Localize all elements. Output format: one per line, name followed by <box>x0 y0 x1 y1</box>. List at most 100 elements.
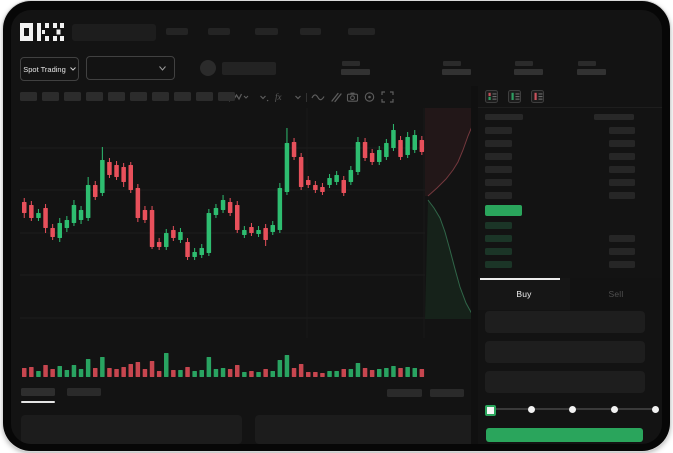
ask-price-placeholder <box>485 192 512 199</box>
stat-label-placeholder <box>443 61 461 66</box>
bid-row[interactable] <box>485 235 662 242</box>
pair-selector-dropdown[interactable] <box>86 56 175 80</box>
timeframe-button[interactable] <box>64 92 81 101</box>
wave-icon[interactable] <box>311 91 325 103</box>
timeframe-button[interactable] <box>152 92 169 101</box>
slider-stop[interactable] <box>610 406 618 413</box>
ask-row[interactable] <box>485 179 662 186</box>
timeframe-button[interactable] <box>86 92 103 101</box>
ask-price-placeholder <box>485 166 512 173</box>
orderbook-header-amount <box>594 114 634 120</box>
stat-value-placeholder <box>577 69 606 75</box>
ask-row[interactable] <box>485 127 662 134</box>
fx-icon[interactable]: fx <box>274 91 288 103</box>
ask-row[interactable] <box>485 166 662 173</box>
stat-label-placeholder <box>515 61 533 66</box>
indicator-icon[interactable] <box>233 91 249 103</box>
book-combined-icon[interactable] <box>485 90 498 103</box>
slider-handle[interactable] <box>485 404 496 416</box>
nav-item[interactable] <box>300 28 321 35</box>
fullscreen-icon[interactable] <box>381 91 394 103</box>
ask-amount-placeholder <box>609 166 635 173</box>
stat-value-placeholder <box>442 69 471 75</box>
bid-row[interactable] <box>485 248 662 255</box>
draw-icon[interactable] <box>329 91 342 103</box>
active-tab-underline <box>21 401 55 403</box>
market-stat <box>577 61 607 75</box>
ask-row[interactable] <box>485 192 662 199</box>
bid-price-placeholder <box>485 222 512 229</box>
ticker-placeholder <box>222 62 276 75</box>
nav-item[interactable] <box>348 28 375 35</box>
ask-price-placeholder <box>485 140 512 147</box>
chevron-down-icon <box>159 65 166 71</box>
timeframe-button[interactable] <box>130 92 147 101</box>
svg-text:fx: fx <box>275 92 282 102</box>
chevron-down-icon[interactable] <box>257 91 269 103</box>
amount-field[interactable] <box>485 341 645 363</box>
ask-amount-placeholder <box>609 127 635 134</box>
depth-chart <box>425 108 478 320</box>
bid-price-placeholder <box>485 248 512 255</box>
timeframe-button[interactable] <box>108 92 125 101</box>
bottom-action-button[interactable] <box>387 389 422 397</box>
volume-chart <box>22 353 425 377</box>
stat-value-placeholder <box>341 69 370 75</box>
sell-tab[interactable]: Sell <box>570 278 662 310</box>
stat-label-placeholder <box>578 61 596 66</box>
stat-value-placeholder <box>514 69 543 75</box>
avatar <box>200 60 216 76</box>
timeframe-button[interactable] <box>196 92 213 101</box>
toolbar-divider <box>306 93 307 102</box>
bottom-tab-active[interactable] <box>21 388 55 396</box>
market-type-label: Spot Trading <box>23 64 66 74</box>
timeframe-button[interactable] <box>42 92 59 101</box>
slider-stop[interactable] <box>569 406 576 413</box>
bottom-action-button[interactable] <box>430 389 464 397</box>
buy-tab[interactable]: Buy <box>478 278 570 310</box>
target-icon[interactable] <box>363 91 376 103</box>
sell-tab-label: Sell <box>608 289 624 299</box>
total-field[interactable] <box>485 371 645 393</box>
camera-icon[interactable] <box>346 91 359 103</box>
bid-row[interactable] <box>485 261 662 268</box>
nav-item[interactable] <box>166 28 188 35</box>
chevron-down-icon[interactable] <box>292 91 304 103</box>
amount-slider[interactable] <box>485 402 660 418</box>
price-field[interactable] <box>485 311 645 333</box>
timeframe-button[interactable] <box>174 92 191 101</box>
chevron-down-icon <box>69 67 76 71</box>
search-input[interactable] <box>72 24 156 41</box>
market-stat <box>442 61 472 75</box>
timeframe-button[interactable] <box>218 92 235 101</box>
bid-price-placeholder <box>485 235 512 242</box>
timeframe-button[interactable] <box>20 92 37 101</box>
orderbook-header-price <box>485 114 523 120</box>
ask-amount-placeholder <box>609 179 635 186</box>
ask-price-placeholder <box>485 179 512 186</box>
market-type-dropdown[interactable]: Spot Trading <box>20 57 79 81</box>
slider-stop[interactable] <box>652 406 659 413</box>
orders-panel <box>21 415 242 444</box>
last-price-badge <box>485 205 522 216</box>
book-asks-icon[interactable] <box>531 90 544 103</box>
bottom-tab[interactable] <box>67 388 101 396</box>
bid-amount-placeholder <box>609 235 635 242</box>
slider-stop[interactable] <box>527 406 535 413</box>
buy-tab-indicator <box>480 278 560 280</box>
buy-tab-label: Buy <box>516 289 532 299</box>
nav-item[interactable] <box>208 28 230 35</box>
ask-row[interactable] <box>485 153 662 160</box>
market-stat <box>341 61 371 75</box>
orderbook-divider <box>478 107 662 108</box>
bid-price-placeholder <box>485 261 512 268</box>
nav-item[interactable] <box>255 28 278 35</box>
book-bids-icon[interactable] <box>508 90 521 103</box>
bid-row[interactable] <box>485 222 662 229</box>
top-nav <box>11 10 662 50</box>
ask-amount-placeholder <box>609 153 635 160</box>
ask-row[interactable] <box>485 140 662 147</box>
buy-submit-button[interactable] <box>486 428 643 442</box>
candlestick-chart[interactable] <box>20 108 425 338</box>
ask-amount-placeholder <box>609 192 635 199</box>
